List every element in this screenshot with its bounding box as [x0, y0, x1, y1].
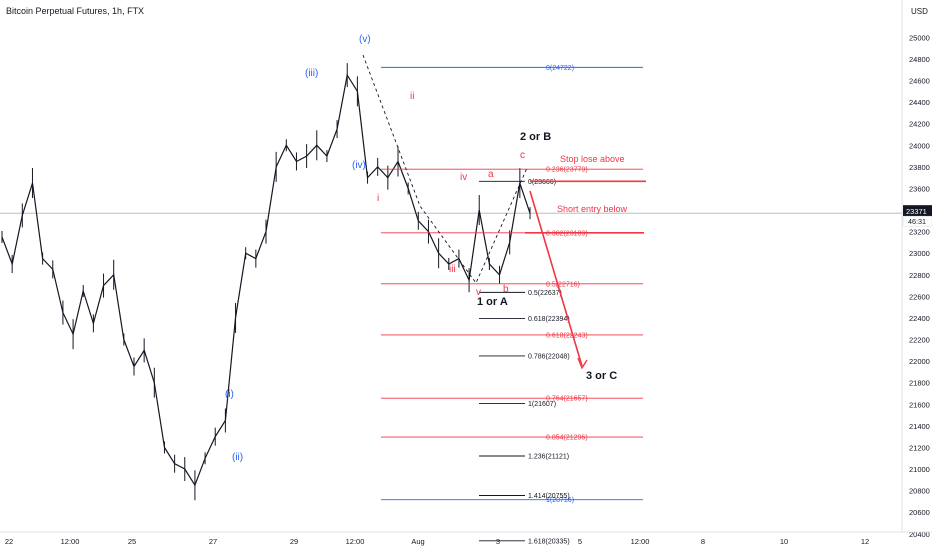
x-tick-label: 25 [128, 537, 136, 546]
plot-layer: 0(24722) 0.236(23779) 0.382(23189) 0.5(2271… [0, 54, 902, 545]
y-tick-label: 24800 [909, 55, 930, 64]
fib-ext-label: 1.236(21121) [528, 453, 569, 460]
y-tick-label: 22000 [909, 357, 930, 366]
y-tick-label: 24600 [909, 77, 930, 86]
wave-red-ii: ii [410, 91, 414, 102]
y-tick-label: 23800 [909, 163, 930, 172]
x-tick-label: 22 [5, 537, 13, 546]
y-tick-label: 20600 [909, 508, 930, 517]
label-3-or-c: 3 or C [586, 370, 617, 382]
fib-level-label: 0.764(21657) [546, 396, 588, 403]
wave-blue-iii: (iii) [305, 68, 318, 79]
x-tick-label: 29 [290, 537, 298, 546]
fib-level-label: 0.382(23189) [546, 230, 588, 237]
stop-loss-label: Stop lose above [560, 154, 625, 164]
price-tag [903, 205, 932, 217]
fib-level-label: 0.618(22243) [546, 332, 588, 339]
y-tick-label: 25000 [909, 33, 930, 42]
wave-red-iv: iv [460, 172, 467, 183]
y-tick-label: 24400 [909, 98, 930, 107]
fib-ext-label: 0(23666) [528, 179, 556, 186]
y-tick-label: 22600 [909, 292, 930, 301]
fib-ext-label: 1.414(20755) [528, 493, 570, 500]
wave-red-v: v [476, 287, 481, 298]
x-tick-label: 5 [578, 537, 582, 546]
x-tick-label: 8 [701, 537, 705, 546]
y-tick-label: 21400 [909, 422, 930, 431]
wave-blue-v: (v) [359, 34, 371, 45]
y-tick-label: 24200 [909, 120, 930, 129]
label-2-or-b: 2 or B [520, 131, 551, 143]
y-tick-label: 21200 [909, 443, 930, 452]
wave-blue-ii: (ii) [232, 452, 243, 463]
x-tick-label: 3 [496, 537, 500, 546]
wave-red-b: b [503, 284, 509, 295]
label-1-or-a: 1 or A [477, 296, 508, 308]
x-tick-label: 12:00 [631, 537, 650, 546]
fib-level-label: 0(24722) [546, 65, 574, 72]
y-tick-label: 23200 [909, 228, 930, 237]
wave-swing-dashed [362, 54, 528, 284]
wave-red-iii: iii [449, 264, 456, 275]
fib-level-label: 0.854(21296) [546, 435, 588, 442]
countdown-label: 46:31 [908, 217, 926, 226]
y-tick-label: 24000 [909, 141, 930, 150]
y-tick-label: 21600 [909, 400, 930, 409]
x-axis: 22 12:00 25 27 29 12:00 Aug 3 5 12:00 8 10 12 [0, 531, 932, 546]
y-tick-label: 20400 [909, 530, 930, 539]
chart-title: Bitcoin Perpetual Futures, 1h, FTX [6, 6, 144, 16]
price-series-line [1, 73, 531, 487]
fib-level-label: 0.236(23779) [546, 167, 588, 174]
wave-red-a: a [488, 169, 494, 180]
fib-ext-label: 1.618(20335) [528, 538, 570, 545]
fib-ext-label: 0.618(22394) [528, 316, 570, 323]
fib-level-label: 1(20716) [546, 497, 574, 504]
fib-level-label: 0.5(22716) [546, 281, 580, 288]
x-tick-label: Aug [411, 537, 424, 546]
wave-blue-i: (i) [225, 389, 234, 400]
y-tick-label: 20800 [909, 487, 930, 496]
price-tag-label: 23371 [906, 207, 927, 216]
wave-red-c: c [520, 150, 525, 161]
wave-blue-iv: (iv) [352, 160, 366, 171]
x-tick-label: 12 [861, 537, 869, 546]
projection-line [529, 190, 583, 367]
y-tick-label: 23600 [909, 184, 930, 193]
short-entry-label: Short entry below [557, 204, 628, 214]
projection-arrowhead [577, 357, 588, 370]
fib-ext-label: 1(21607) [528, 401, 556, 408]
currency-label: USD [911, 7, 928, 16]
y-tick-label: 22400 [909, 314, 930, 323]
x-tick-label: 12:00 [346, 537, 365, 546]
fib-ext-label: 0.5(22637) [528, 290, 562, 297]
y-tick-label: 22800 [909, 271, 930, 280]
y-tick-label: 22200 [909, 336, 930, 345]
y-tick-label: 23000 [909, 249, 930, 258]
x-tick-label: 10 [780, 537, 788, 546]
y-tick-label: 21000 [909, 465, 930, 474]
fib-ext-label: 0.786(22048) [528, 353, 570, 360]
y-axis: 20400 20600 20800 21000 21200 21400 21600 21800… [901, 0, 932, 539]
y-tick-label: 21800 [909, 379, 930, 388]
countdown-tag [902, 215, 932, 227]
wave-red-i: i [377, 193, 379, 204]
x-tick-label: 12:00 [61, 537, 80, 546]
x-tick-label: 27 [209, 537, 217, 546]
